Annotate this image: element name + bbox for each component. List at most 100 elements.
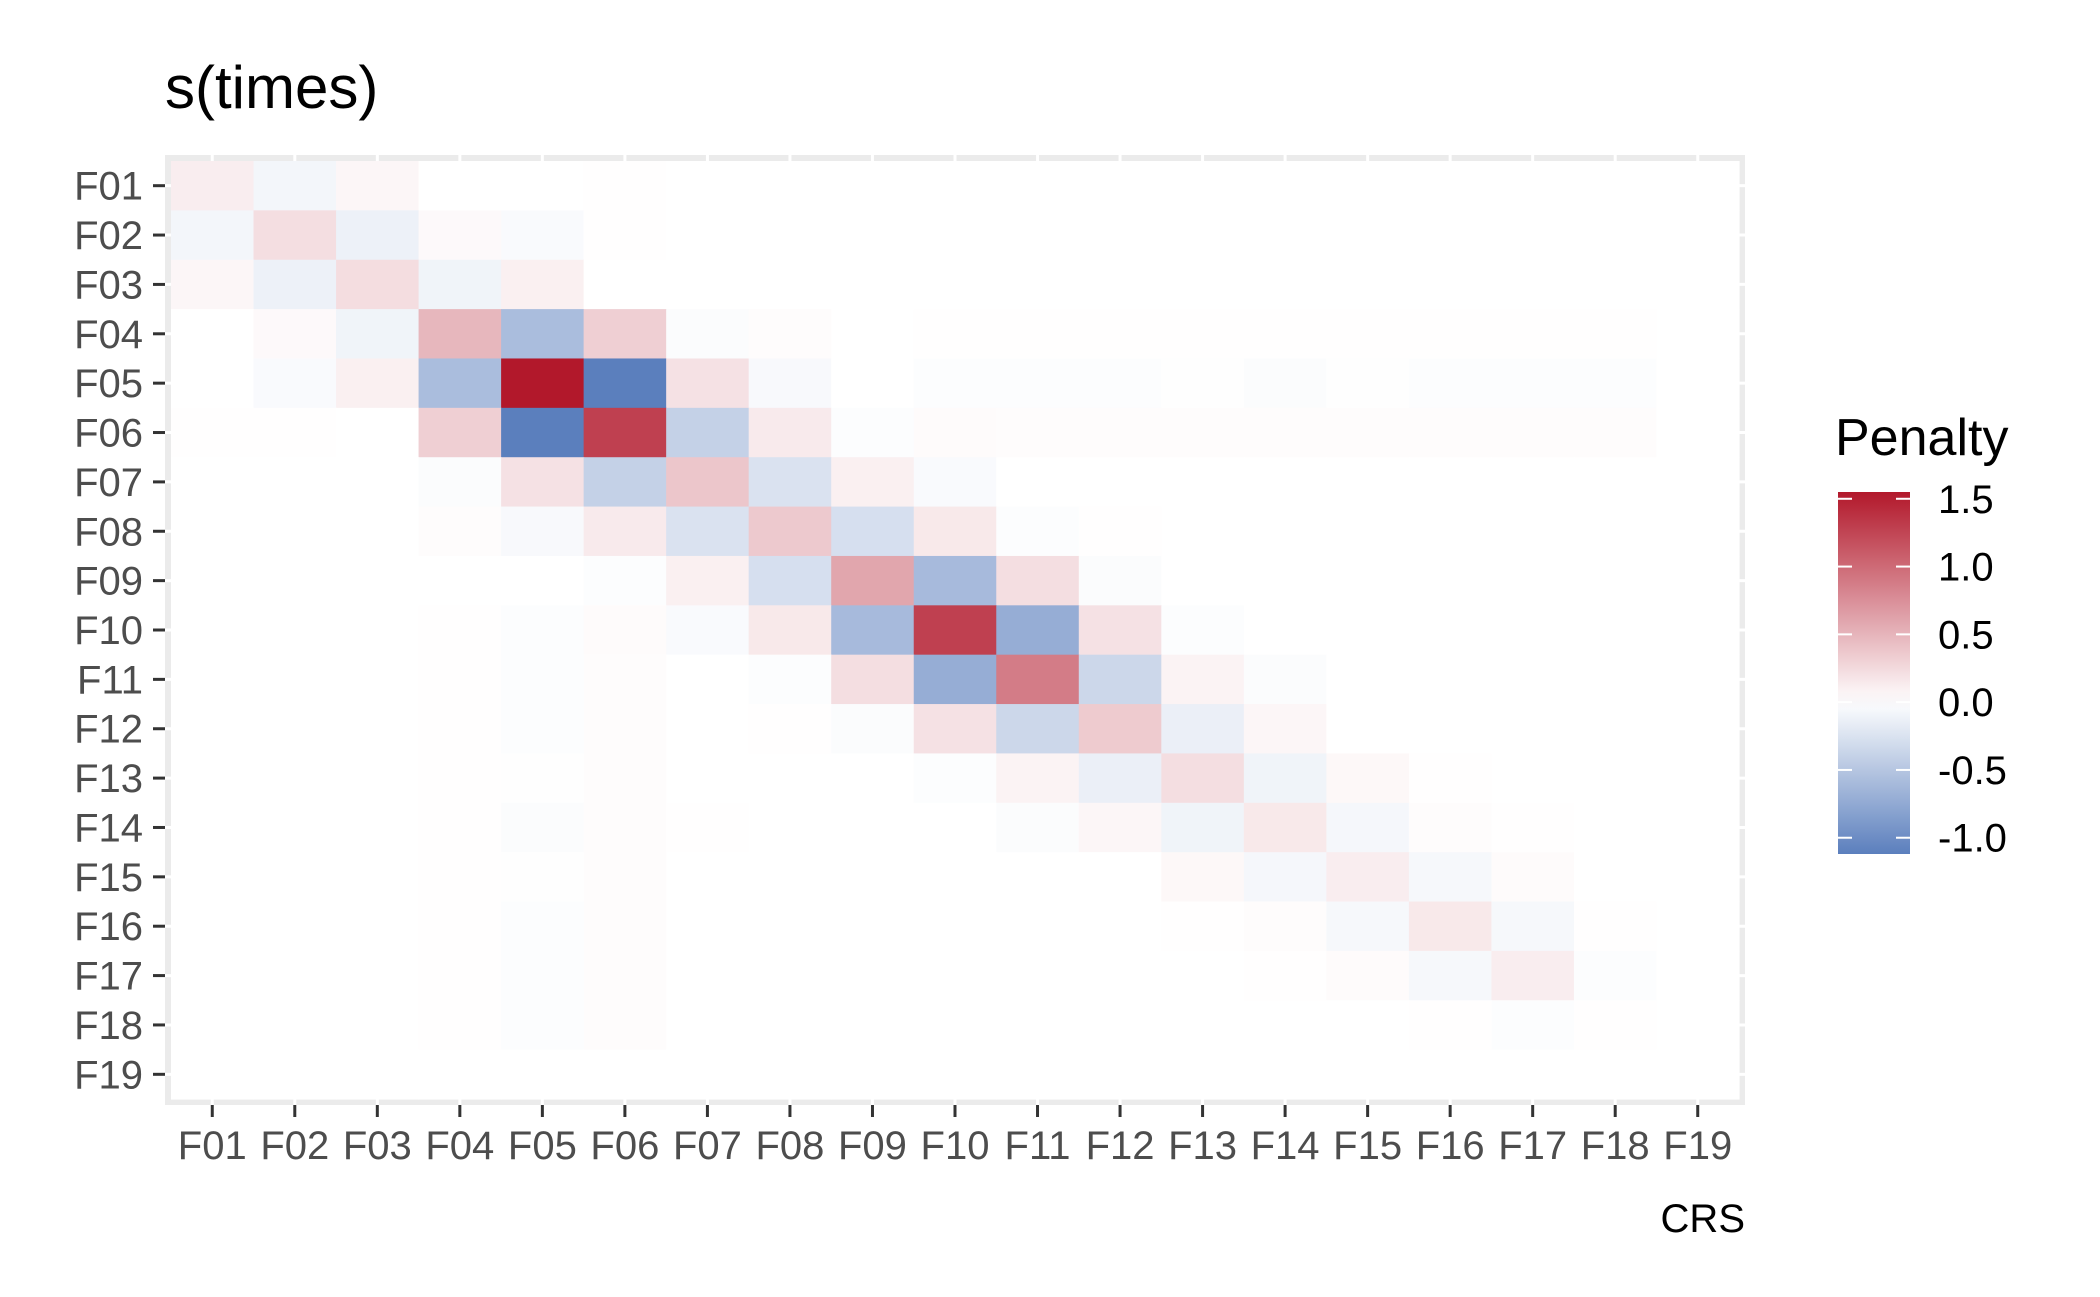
heatmap-cell xyxy=(831,161,915,211)
heatmap-cell xyxy=(583,407,667,458)
y-tick-label: F05 xyxy=(74,362,143,406)
heatmap-cell xyxy=(253,1049,337,1100)
heatmap-cell xyxy=(1243,259,1327,310)
heatmap-cell xyxy=(1491,457,1575,508)
heatmap-cell xyxy=(171,901,255,952)
heatmap-cell xyxy=(666,161,750,211)
heatmap-cell xyxy=(913,407,997,458)
heatmap-cell xyxy=(1408,407,1493,458)
heatmap-cell xyxy=(1656,358,1740,409)
heatmap-cell xyxy=(996,802,1080,853)
heatmap-cell xyxy=(583,506,667,557)
heatmap-cell xyxy=(1243,407,1327,458)
heatmap-cell xyxy=(336,259,420,310)
heatmap-cell xyxy=(253,704,337,755)
heatmap-cell xyxy=(666,950,750,1001)
heatmap-cell xyxy=(501,457,585,508)
heatmap-cell xyxy=(913,654,997,705)
y-tick-label: F07 xyxy=(74,461,143,505)
heatmap-cell xyxy=(1078,407,1162,458)
heatmap-cell xyxy=(1573,555,1658,606)
heatmap-cell xyxy=(996,506,1080,557)
heatmap-cell xyxy=(1326,802,1410,853)
heatmap-cell xyxy=(1491,506,1575,557)
heatmap-cell xyxy=(501,161,585,211)
heatmap-cell xyxy=(418,753,502,804)
x-tick-label: F03 xyxy=(343,1124,412,1168)
heatmap-cell xyxy=(666,802,750,853)
x-tick-label: F13 xyxy=(1168,1124,1237,1168)
heatmap-cell xyxy=(996,210,1080,261)
heatmap-cell xyxy=(1243,161,1327,211)
heatmap-cell xyxy=(666,605,750,656)
heatmap-cell xyxy=(253,950,337,1001)
heatmap-cell xyxy=(171,309,255,360)
heatmap-cell xyxy=(831,309,915,360)
legend-title: Penalty xyxy=(1835,409,2008,467)
heatmap-cell xyxy=(418,605,502,656)
heatmap-cell xyxy=(501,802,585,853)
heatmap-cell xyxy=(1243,555,1327,606)
heatmap-cell xyxy=(996,555,1080,606)
heatmap-cell xyxy=(913,1049,997,1100)
heatmap-cell xyxy=(1243,1000,1327,1051)
heatmap-cell xyxy=(748,259,832,310)
heatmap-cell xyxy=(583,704,667,755)
heatmap-cell xyxy=(748,407,832,458)
heatmap-cell xyxy=(1078,852,1162,903)
heatmap-cell xyxy=(1326,407,1410,458)
heatmap-cell xyxy=(1656,1000,1740,1051)
heatmap-cell xyxy=(996,457,1080,508)
heatmap-cell xyxy=(501,555,585,606)
heatmap-cell xyxy=(1243,1049,1327,1100)
heatmap-cell xyxy=(1243,506,1327,557)
heatmap-cell xyxy=(1326,654,1410,705)
heatmap-cell xyxy=(1408,161,1493,211)
heatmap-cell xyxy=(1326,358,1410,409)
heatmap-cell xyxy=(1573,161,1658,211)
heatmap-cell xyxy=(253,753,337,804)
heatmap-cell xyxy=(1573,457,1658,508)
heatmap-cell xyxy=(748,161,832,211)
heatmap-cell xyxy=(253,259,337,310)
heatmap-cell xyxy=(1656,901,1740,952)
heatmap-cell xyxy=(748,654,832,705)
heatmap-cell xyxy=(748,1000,832,1051)
heatmap-cell xyxy=(501,605,585,656)
x-tick-label: F02 xyxy=(260,1124,329,1168)
heatmap-cell xyxy=(1078,901,1162,952)
heatmap-cell xyxy=(913,259,997,310)
heatmap-cell xyxy=(501,259,585,310)
heatmap-cell xyxy=(171,1000,255,1051)
heatmap-cell xyxy=(583,605,667,656)
heatmap-cell xyxy=(666,457,750,508)
heatmap-cell xyxy=(1161,802,1245,853)
heatmap-cell xyxy=(583,457,667,508)
heatmap-cell xyxy=(1078,506,1162,557)
heatmap-cell xyxy=(831,259,915,310)
heatmap-cell xyxy=(1078,802,1162,853)
heatmap-cell xyxy=(336,457,420,508)
heatmap-cell xyxy=(1573,506,1658,557)
heatmap-cell xyxy=(1573,309,1658,360)
heatmap-cell xyxy=(1078,457,1162,508)
heatmap-cell xyxy=(171,407,255,458)
heatmap-cell xyxy=(748,852,832,903)
heatmap-cell xyxy=(1161,901,1245,952)
heatmap-cell xyxy=(1243,605,1327,656)
heatmap-cell xyxy=(1078,605,1162,656)
heatmap-cell xyxy=(913,753,997,804)
heatmap-cell xyxy=(418,1000,502,1051)
heatmap-cell xyxy=(1656,753,1740,804)
heatmap-cell xyxy=(1161,605,1245,656)
heatmap-cell xyxy=(583,358,667,409)
legend-label: -0.5 xyxy=(1938,749,2007,793)
heatmap-cell xyxy=(1656,309,1740,360)
y-tick-label: F16 xyxy=(74,905,143,949)
heatmap-cell xyxy=(831,457,915,508)
heatmap-cell xyxy=(418,802,502,853)
heatmap-cell xyxy=(1161,457,1245,508)
x-tick-label: F18 xyxy=(1581,1124,1650,1168)
heatmap-cell xyxy=(1656,457,1740,508)
heatmap-cell xyxy=(501,950,585,1001)
